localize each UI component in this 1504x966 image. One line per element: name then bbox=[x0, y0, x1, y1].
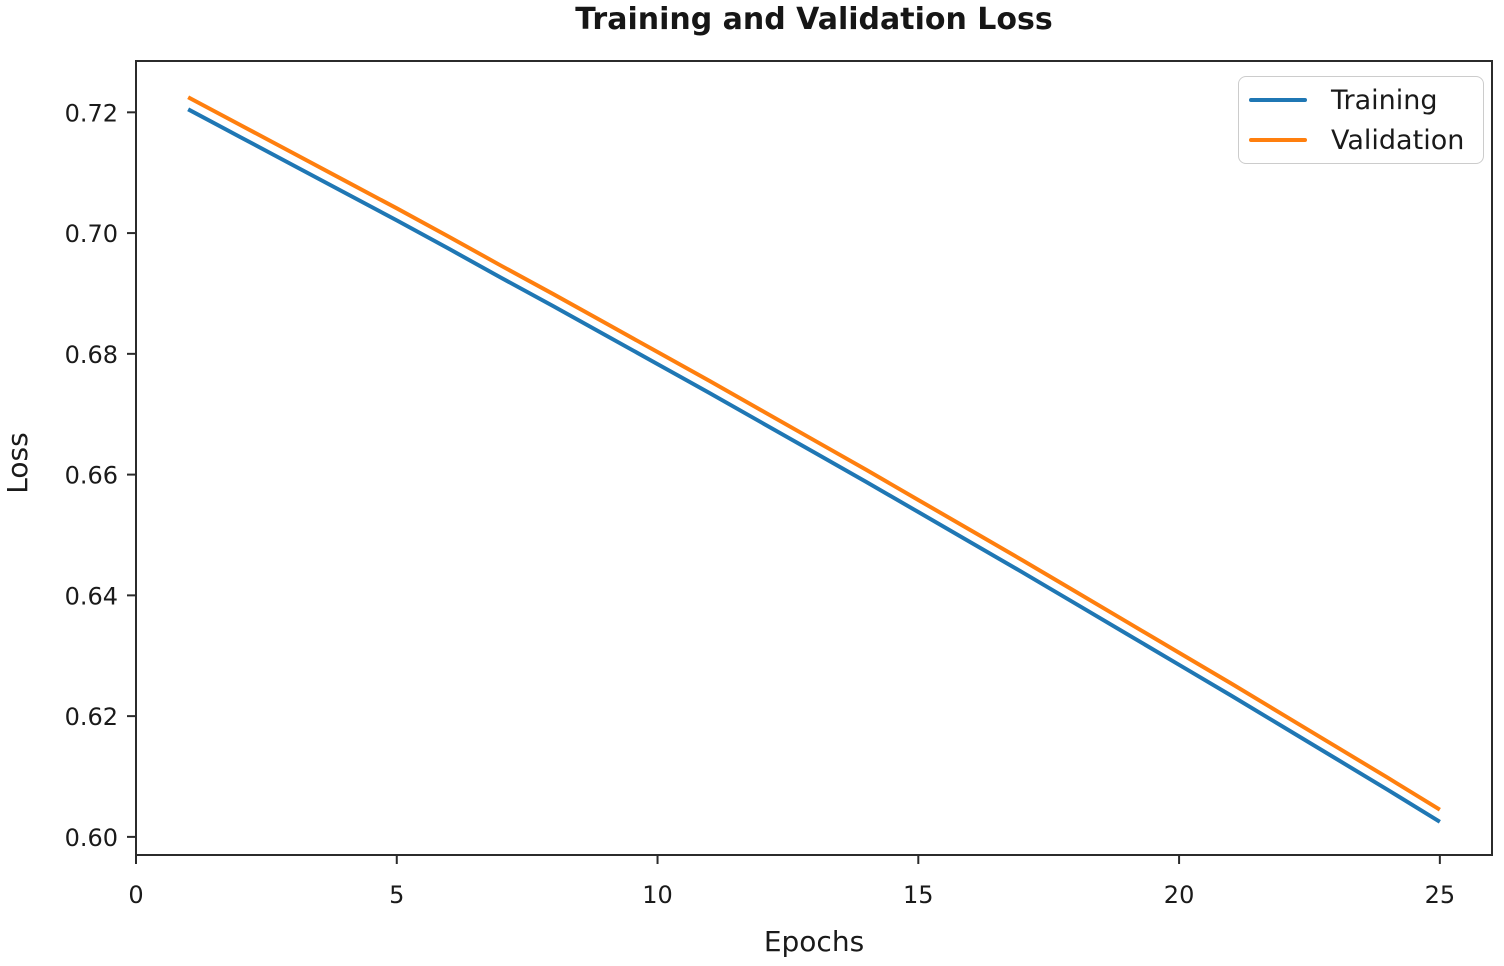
legend-line-validation-icon bbox=[1249, 138, 1307, 142]
x-tick-label: 25 bbox=[1425, 881, 1456, 909]
y-tick-label: 0.64 bbox=[65, 582, 118, 610]
y-tick-label: 0.72 bbox=[65, 99, 118, 127]
x-tick-label: 15 bbox=[903, 881, 934, 909]
chart-title: Training and Validation Loss bbox=[575, 2, 1053, 37]
y-tick-label: 0.66 bbox=[65, 462, 118, 490]
legend-item-validation: Validation bbox=[1249, 121, 1465, 159]
legend-item-training: Training bbox=[1249, 81, 1465, 119]
legend-label-training: Training bbox=[1331, 84, 1438, 116]
x-tick-label: 20 bbox=[1164, 881, 1195, 909]
x-tick-label: 0 bbox=[128, 881, 143, 909]
y-tick-label: 0.62 bbox=[65, 703, 118, 731]
y-tick-label: 0.68 bbox=[65, 341, 118, 369]
plot-border bbox=[135, 60, 1493, 856]
legend-line-training-icon bbox=[1249, 98, 1307, 102]
legend: Training Validation bbox=[1238, 76, 1484, 164]
legend-label-validation: Validation bbox=[1331, 124, 1465, 156]
x-axis-label: Epochs bbox=[763, 925, 865, 958]
x-tick-label: 10 bbox=[642, 881, 673, 909]
x-tick-label: 5 bbox=[389, 881, 404, 909]
series-line-training bbox=[187, 107, 1441, 824]
y-tick-label: 0.60 bbox=[65, 824, 118, 852]
series-line-validation bbox=[187, 95, 1441, 812]
y-tick-label: 0.70 bbox=[65, 220, 118, 248]
